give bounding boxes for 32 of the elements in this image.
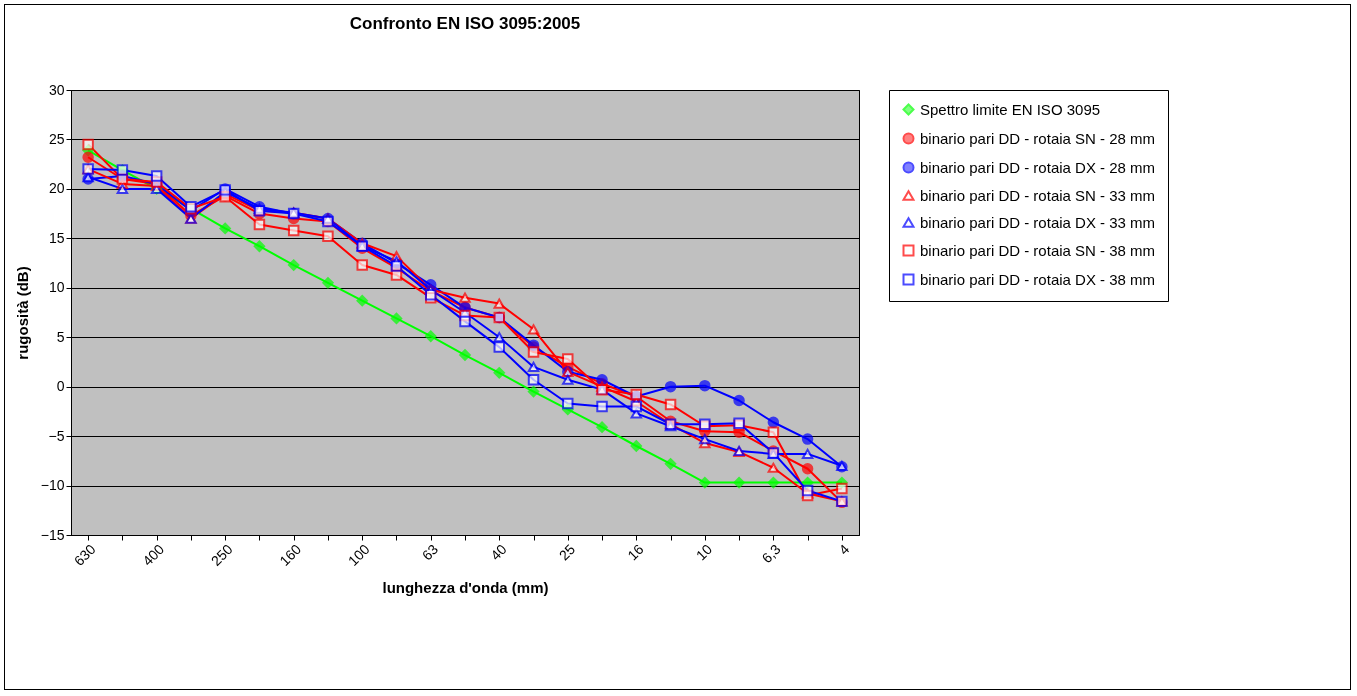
legend-label: binario pari DD - rotaia DX - 33 mm (920, 213, 1156, 231)
y-tick-label: 0 (56, 378, 65, 395)
x-tick-label: 4 (835, 540, 853, 558)
x-tick-label: 100 (344, 540, 373, 569)
x-tick-label: 400 (139, 540, 168, 569)
x-tick-label: 6,3 (758, 540, 784, 567)
x-axis-title: lunghezza d'onda (mm) (382, 578, 549, 596)
legend-label: binario pari DD - rotaia SN - 28 mm (920, 129, 1156, 147)
legend-label: binario pari DD - rotaia DX - 28 mm (920, 158, 1156, 176)
y-axis-title: rugosità (dB) (13, 266, 31, 360)
y-tick-label: 25 (48, 130, 65, 147)
legend-label: binario pari DD - rotaia DX - 38 mm (920, 270, 1156, 288)
x-tick-label: 63 (418, 540, 442, 564)
y-tick-label: −5 (48, 427, 65, 444)
legend-label: binario pari DD - rotaia SN - 33 mm (920, 186, 1156, 204)
x-tick-label: 25 (555, 540, 579, 564)
x-tick-label: 160 (276, 540, 305, 569)
y-tick-label: 30 (48, 81, 65, 98)
y-tick-label: −15 (40, 526, 65, 543)
legend-label: Spettro limite EN ISO 3095 (920, 100, 1101, 118)
y-tick-label: 5 (56, 328, 65, 345)
x-tick-label: 16 (624, 540, 647, 564)
y-tick-label: 15 (48, 229, 65, 246)
x-tick-label: 10 (692, 540, 716, 564)
x-tick-label: 630 (70, 540, 99, 569)
x-tick-label: 40 (487, 540, 510, 564)
y-tick-label: 20 (48, 180, 65, 197)
y-tick-label: 10 (48, 279, 65, 296)
chart-title: Confronto EN ISO 3095:2005 (349, 14, 581, 33)
legend-label: binario pari DD - rotaia SN - 38 mm (920, 241, 1156, 259)
y-tick-label: −10 (40, 477, 65, 494)
x-tick-label: 250 (207, 540, 236, 569)
